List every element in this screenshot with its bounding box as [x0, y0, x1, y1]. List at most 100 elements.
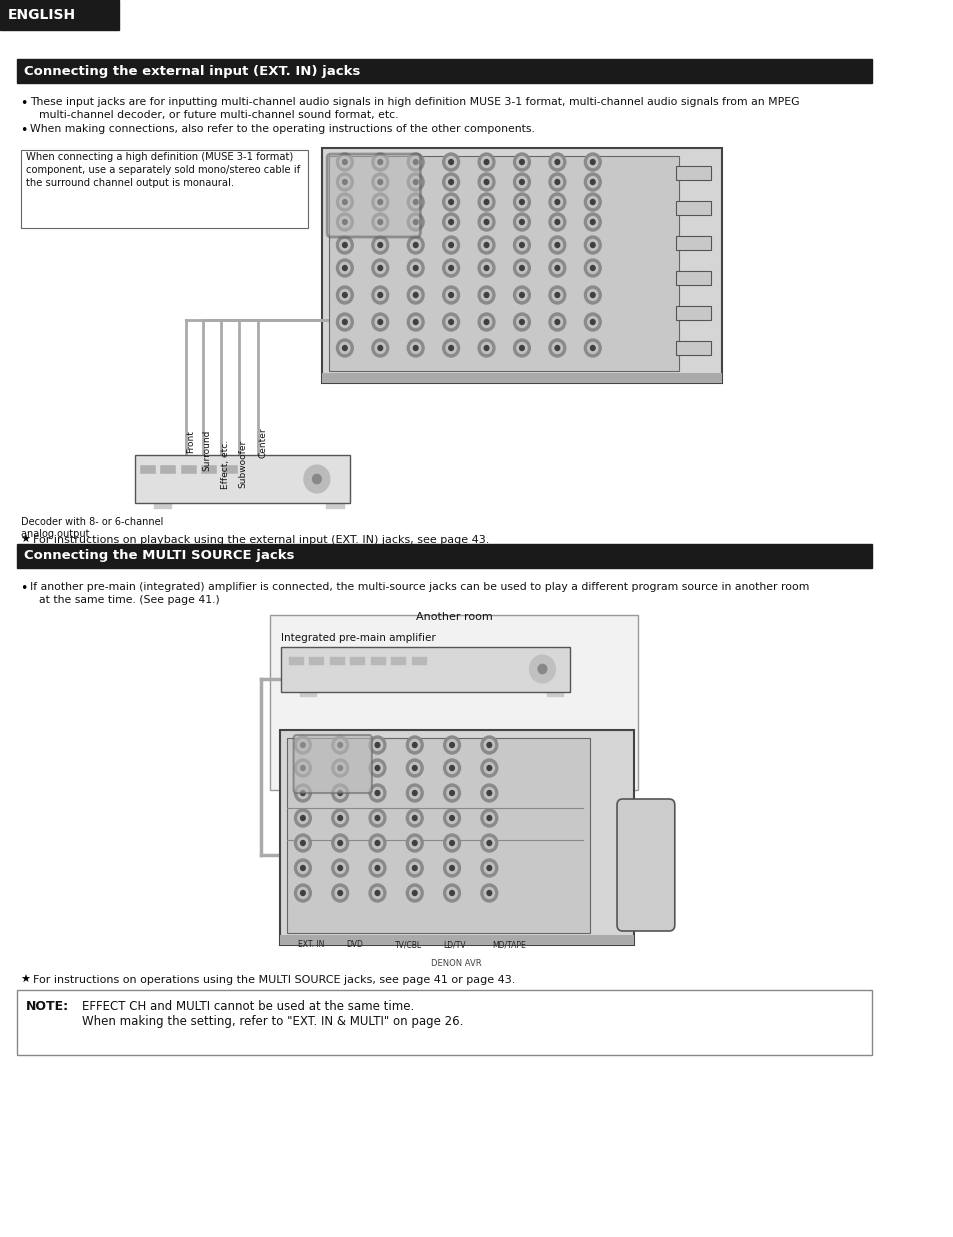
Circle shape — [406, 809, 423, 828]
Circle shape — [445, 197, 456, 208]
Circle shape — [448, 345, 453, 350]
Text: When making connections, also refer to the operating instructions of the other c: When making connections, also refer to t… — [30, 124, 534, 134]
Circle shape — [587, 240, 598, 251]
Circle shape — [480, 784, 497, 802]
Circle shape — [486, 790, 491, 795]
Bar — [281, 647, 570, 691]
Circle shape — [377, 160, 382, 165]
Bar — [140, 465, 154, 473]
Circle shape — [484, 292, 488, 298]
Circle shape — [548, 259, 565, 277]
Circle shape — [312, 474, 321, 484]
Circle shape — [297, 887, 308, 898]
Circle shape — [337, 891, 342, 896]
Circle shape — [477, 259, 495, 277]
Circle shape — [555, 199, 559, 204]
Circle shape — [584, 213, 600, 231]
Text: Subwoofer: Subwoofer — [238, 440, 248, 489]
Circle shape — [294, 834, 311, 852]
Circle shape — [445, 240, 456, 251]
Text: MD/TAPE: MD/TAPE — [492, 940, 525, 949]
Circle shape — [584, 259, 600, 277]
Circle shape — [369, 736, 385, 755]
Bar — [350, 657, 365, 666]
Circle shape — [555, 160, 559, 165]
Circle shape — [552, 289, 562, 301]
Circle shape — [412, 815, 416, 820]
Text: Front: Front — [187, 430, 195, 453]
Circle shape — [413, 199, 417, 204]
Circle shape — [448, 266, 453, 271]
Circle shape — [445, 289, 456, 301]
Circle shape — [486, 840, 491, 846]
Text: DVD: DVD — [346, 940, 363, 949]
Circle shape — [587, 289, 598, 301]
Circle shape — [377, 219, 382, 224]
Circle shape — [409, 862, 419, 873]
Circle shape — [372, 837, 382, 849]
Circle shape — [448, 179, 453, 184]
Circle shape — [513, 193, 530, 212]
Circle shape — [377, 242, 382, 247]
Circle shape — [337, 742, 342, 747]
Bar — [309, 657, 324, 666]
Circle shape — [584, 193, 600, 212]
Text: Connecting the MULTI SOURCE jacks: Connecting the MULTI SOURCE jacks — [24, 549, 294, 563]
Circle shape — [332, 736, 348, 755]
Circle shape — [407, 313, 424, 332]
Circle shape — [481, 262, 491, 273]
Circle shape — [410, 157, 420, 167]
Circle shape — [337, 840, 342, 846]
Circle shape — [443, 858, 460, 877]
Circle shape — [481, 240, 491, 251]
Circle shape — [300, 891, 305, 896]
Circle shape — [413, 242, 417, 247]
Circle shape — [552, 317, 562, 328]
Circle shape — [486, 742, 491, 747]
Bar — [17, 990, 871, 1055]
Circle shape — [410, 343, 420, 354]
Circle shape — [335, 762, 345, 773]
Circle shape — [442, 259, 459, 277]
Circle shape — [297, 788, 308, 799]
Circle shape — [337, 866, 342, 871]
Circle shape — [448, 242, 453, 247]
Circle shape — [339, 240, 350, 251]
Circle shape — [517, 289, 526, 301]
Circle shape — [339, 262, 350, 273]
Circle shape — [412, 840, 416, 846]
Circle shape — [412, 891, 416, 896]
Circle shape — [477, 173, 495, 190]
Circle shape — [377, 319, 382, 324]
Circle shape — [519, 160, 524, 165]
Circle shape — [335, 813, 345, 824]
Circle shape — [375, 240, 385, 251]
Circle shape — [548, 313, 565, 332]
Text: Effect, etc.: Effect, etc. — [221, 440, 230, 489]
Bar — [371, 657, 385, 666]
Circle shape — [587, 343, 598, 354]
Circle shape — [555, 266, 559, 271]
Bar — [321, 374, 721, 383]
Bar — [17, 59, 871, 83]
Circle shape — [336, 193, 353, 212]
Circle shape — [548, 213, 565, 231]
Circle shape — [481, 289, 491, 301]
Circle shape — [449, 742, 454, 747]
Circle shape — [480, 809, 497, 828]
Circle shape — [342, 266, 347, 271]
Circle shape — [477, 153, 495, 171]
Circle shape — [342, 319, 347, 324]
Circle shape — [337, 766, 342, 771]
Bar — [279, 730, 633, 945]
Circle shape — [342, 179, 347, 184]
Circle shape — [412, 742, 416, 747]
Circle shape — [300, 742, 305, 747]
Bar — [287, 738, 589, 933]
Circle shape — [375, 157, 385, 167]
Circle shape — [555, 292, 559, 298]
Text: LD/TV: LD/TV — [443, 940, 466, 949]
Circle shape — [513, 313, 530, 332]
Bar — [17, 544, 871, 568]
Circle shape — [590, 319, 595, 324]
